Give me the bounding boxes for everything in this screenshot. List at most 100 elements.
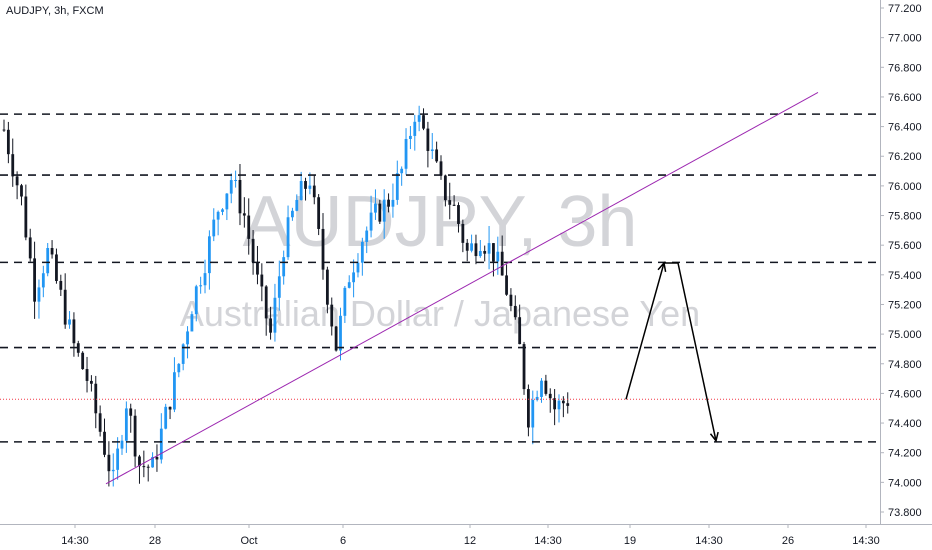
candle-body	[527, 389, 530, 428]
candle-body	[37, 287, 41, 302]
candle-body	[6, 129, 10, 155]
candle-body	[133, 415, 137, 457]
candle-body	[142, 466, 146, 468]
candle-body	[513, 305, 517, 318]
candle-body	[146, 466, 150, 468]
candle-body	[304, 181, 307, 189]
y-tick-label: 74.200	[888, 448, 922, 460]
y-tick-label: 76.600	[888, 92, 922, 104]
candle-body	[566, 403, 570, 406]
candle-body	[59, 280, 63, 290]
x-tick-label: 6	[340, 535, 346, 547]
arrow-head	[657, 261, 667, 272]
candle-body	[55, 254, 58, 281]
candle-body	[426, 128, 430, 151]
candle-body	[94, 383, 98, 414]
candle-body	[98, 413, 102, 432]
candle-body	[151, 456, 154, 468]
y-tick-label: 75.600	[888, 240, 922, 252]
watermark-description: Australian Dollar / Japanese Yen	[180, 293, 700, 334]
candle-body	[264, 286, 268, 319]
candle-body	[378, 203, 382, 222]
candle-body	[496, 251, 500, 262]
candle-body	[487, 243, 491, 254]
candle-body	[225, 193, 229, 210]
x-tick-label: 14:30	[695, 535, 723, 547]
candle-body	[129, 408, 133, 416]
candle-body	[369, 212, 373, 231]
candle-body	[312, 185, 316, 198]
horizontal-levels: 76.48476.07375.48474.90974.27374.561	[0, 106, 931, 450]
candle-body	[308, 185, 312, 189]
candle-body	[124, 408, 128, 441]
candle-body	[395, 173, 399, 200]
candle-body	[474, 243, 478, 257]
candle-body	[85, 369, 89, 381]
candle-body	[282, 257, 286, 277]
candle-body	[221, 209, 224, 212]
projection-layer	[625, 261, 719, 443]
y-tick-label: 77.200	[888, 3, 922, 15]
candle-body	[159, 428, 163, 460]
candle-body	[299, 181, 303, 200]
candle-body	[238, 179, 242, 214]
candle-body	[20, 185, 23, 197]
candle-body	[522, 344, 526, 390]
candle-body	[448, 200, 452, 205]
candle-body	[548, 393, 552, 399]
y-tick-label: 75.800	[888, 211, 922, 223]
y-tick-label: 75.000	[888, 329, 922, 341]
candle-body	[330, 304, 334, 327]
trendline-layer	[105, 92, 819, 485]
candle-body	[41, 273, 45, 288]
candle-body	[561, 400, 565, 404]
candle-body	[505, 275, 508, 295]
y-tick-label: 77.000	[888, 33, 922, 45]
x-tick-label: 14:30	[852, 535, 880, 547]
candle-body	[439, 161, 443, 176]
candle-body	[365, 230, 369, 242]
y-tick-label: 76.400	[888, 122, 922, 134]
candle-body	[347, 282, 351, 288]
candle-body	[461, 223, 465, 243]
candle-body	[387, 199, 390, 207]
candle-body	[2, 129, 6, 131]
candle-body	[63, 289, 67, 325]
candle-body	[247, 215, 251, 239]
candle-body	[256, 262, 259, 275]
y-tick-label: 74.000	[888, 477, 922, 489]
y-tick-label: 73.800	[888, 507, 922, 519]
candle-body	[470, 243, 473, 251]
candle-body	[107, 454, 111, 472]
candle-body	[81, 352, 85, 370]
candle-body	[173, 372, 176, 410]
candle-body	[120, 440, 124, 449]
y-tick-label: 76.800	[888, 62, 922, 74]
candle-body	[181, 344, 185, 364]
y-tick-label: 74.600	[888, 388, 922, 400]
trendline[interactable]	[105, 92, 819, 485]
candle-body	[194, 286, 198, 315]
candle-body	[509, 294, 513, 306]
candle-body	[452, 204, 456, 206]
candle-body	[360, 241, 364, 263]
candle-body	[164, 406, 168, 429]
projection-path[interactable]	[625, 262, 717, 441]
candle-body	[430, 149, 434, 151]
arrow-head	[709, 431, 719, 443]
candle-body	[28, 237, 32, 259]
candle-body	[374, 203, 377, 213]
candle-body	[321, 228, 325, 270]
x-tick-label: 28	[149, 535, 161, 547]
candle-body	[103, 431, 106, 455]
x-tick-label: 19	[624, 535, 636, 547]
candle-body	[382, 199, 386, 222]
candle-body	[168, 406, 172, 410]
symbol-title: AUDJPY, 3h, FXCM	[6, 5, 104, 17]
candle-body	[68, 319, 71, 325]
candle-body	[435, 149, 439, 162]
candle-body	[544, 380, 548, 394]
candle-body	[216, 211, 220, 220]
candle-body	[339, 315, 342, 351]
